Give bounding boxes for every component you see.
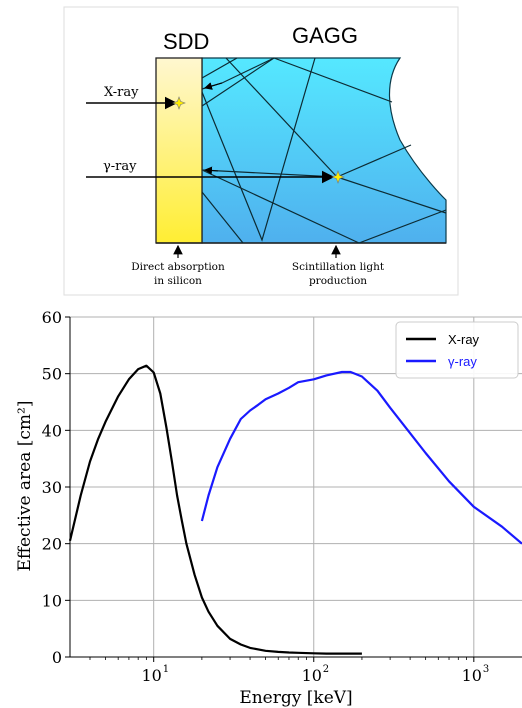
gagg-crystal (201, 57, 447, 244)
y-tick-label: 30 (42, 478, 62, 497)
x-tick-exponent: 1 (163, 664, 169, 675)
gamma-spark-icon (331, 170, 345, 184)
sdd-label: SDD (163, 29, 209, 54)
absorption-label-1: Direct absorption (131, 261, 225, 273)
detector-diagram: SDD GAGG X-ray γ-ray Direct absorption i… (63, 6, 459, 296)
y-tick-label: 0 (52, 648, 62, 667)
legend-box (395, 321, 519, 379)
gagg-label: GAGG (292, 23, 358, 48)
y-tick-label: 60 (42, 308, 62, 327)
diagram-frame (63, 6, 459, 296)
y-tick-label: 10 (42, 591, 62, 610)
legend-label: γ-ray (448, 354, 477, 369)
sdd-layer (155, 57, 203, 244)
light-paths (201, 57, 447, 244)
gamma-label: γ-ray (103, 159, 137, 174)
legend: X-ray γ-ray (395, 321, 519, 379)
y-tick-label: 20 (42, 535, 62, 554)
scintillation-label-1: Scintillation light (292, 261, 385, 273)
x-tick-exponent: 3 (483, 664, 489, 675)
legend-label: X-ray (448, 332, 480, 347)
light-arrow-1 (204, 82, 223, 90)
series-layer (68, 364, 522, 655)
y-tick-label: 40 (42, 421, 62, 440)
xray-spark-icon (172, 96, 186, 110)
y-tick-label: 50 (42, 365, 62, 384)
x-axis-label: Energy [keV] (239, 688, 352, 708)
absorption-label-2: in silicon (154, 275, 202, 287)
y-axis-label: Effective area [cm²] (15, 401, 35, 572)
x-tick-label: 10 (462, 666, 482, 685)
light-arrow-2 (204, 166, 219, 175)
series-line-1 (200, 370, 522, 545)
x-tick-label: 10 (302, 666, 322, 685)
xray-label: X-ray (104, 85, 139, 100)
scintillation-label-2: production (309, 275, 367, 287)
x-tick-exponent: 2 (323, 664, 329, 675)
series-line-0 (68, 364, 362, 655)
x-tick-label: 10 (142, 666, 162, 685)
